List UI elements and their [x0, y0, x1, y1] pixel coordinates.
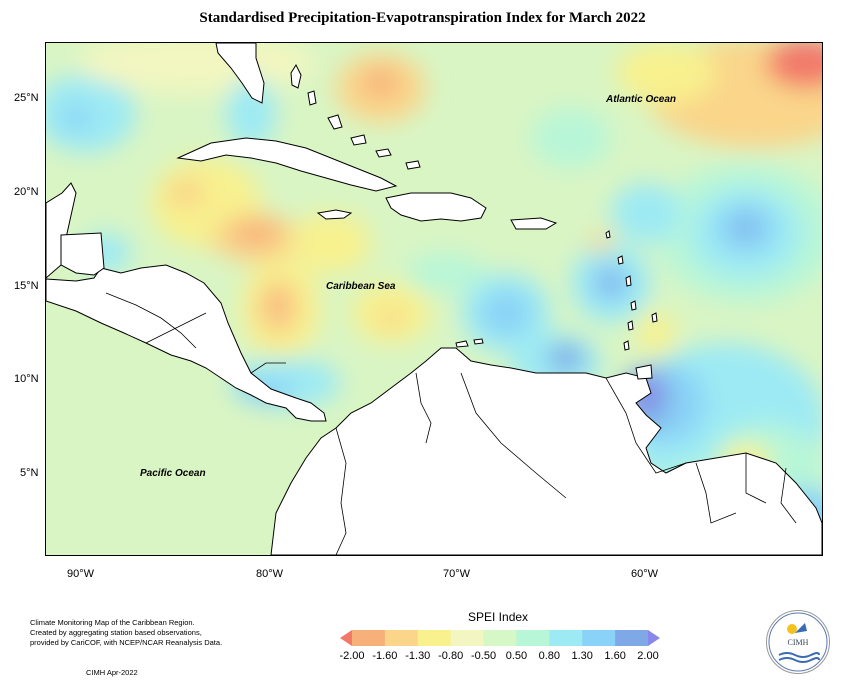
- legend-segment: [384, 630, 419, 646]
- atlantic-ocean-label: Atlantic Ocean: [606, 94, 677, 105]
- legend-segment: [549, 630, 583, 646]
- landmasses: [46, 43, 822, 555]
- legend-segment: [450, 630, 485, 646]
- spei-map[interactable]: [45, 42, 823, 556]
- legend-segment: [483, 630, 517, 646]
- cimh-logo: CIMH: [766, 610, 830, 674]
- legend-tick-label: -0.80: [438, 650, 464, 662]
- legend-segment: [615, 630, 649, 646]
- legend-segment: [582, 630, 616, 646]
- legend-title: SPEI Index: [468, 610, 529, 624]
- legend-ticks: -2.00 -1.60 -1.30 -0.80 -0.50 0.50 0.80 1.30 1.6…: [339, 650, 660, 664]
- legend-tick-label: -1.60: [372, 650, 398, 662]
- map-title: Standardised Precipitation-Evapotranspir…: [199, 10, 646, 26]
- legend-segments: [340, 630, 660, 646]
- legend-tick-label: -0.50: [471, 650, 497, 662]
- cloud-icon: [795, 623, 807, 633]
- lat-label-15n: 15°N: [14, 280, 39, 292]
- caribbean-sea-label: Caribbean Sea: [326, 281, 396, 292]
- wave-icon: [778, 652, 820, 658]
- legend-tick-label: 0.50: [505, 650, 528, 662]
- legend-colorbar: [340, 630, 660, 646]
- sun-icon: [787, 624, 797, 634]
- lon-label-90w: 90°W: [67, 568, 95, 580]
- legend-tick-label: 1.30: [571, 650, 593, 662]
- lat-label-10n: 10°N: [14, 373, 39, 385]
- legend-tick-label: 1.60: [604, 650, 626, 662]
- spei-map-canvas: [46, 43, 822, 555]
- legend-tick-label: 0.80: [538, 650, 561, 662]
- lon-label-80w: 80°W: [256, 568, 284, 580]
- footer-date: CIMH Apr-2022: [86, 668, 138, 677]
- legend-segment: [516, 630, 550, 646]
- legend-segment: [352, 630, 386, 646]
- country-borders: [105, 292, 797, 555]
- legend-tick-label: 2.00: [637, 650, 659, 662]
- pacific-ocean-label: Pacific Ocean: [140, 468, 206, 479]
- cimh-logo-graphic: [768, 612, 828, 672]
- footer-line-2: Created by aggregating station based obs…: [30, 628, 202, 637]
- legend-segment: [417, 630, 452, 646]
- legend-segment: [648, 630, 660, 646]
- footer-line-3: provided by CariCOF, with NCEP/NCAR Rean…: [30, 638, 223, 647]
- legend-tick-label: -2.00: [339, 650, 365, 662]
- footer-line-1: Climate Monitoring Map of the Caribbean …: [30, 618, 195, 627]
- logo-text: CIMH: [787, 638, 809, 647]
- lat-label-20n: 20°N: [14, 186, 39, 198]
- legend-tick-label: -1.30: [405, 650, 431, 662]
- lat-label-25n: 25°N: [14, 92, 39, 104]
- lon-label-60w: 60°W: [631, 568, 659, 580]
- lon-label-70w: 70°W: [443, 568, 471, 580]
- legend-segment: [340, 630, 352, 646]
- lat-label-5n: 5°N: [20, 467, 39, 479]
- footer-description: Climate Monitoring Map of the Caribbean …: [30, 618, 222, 648]
